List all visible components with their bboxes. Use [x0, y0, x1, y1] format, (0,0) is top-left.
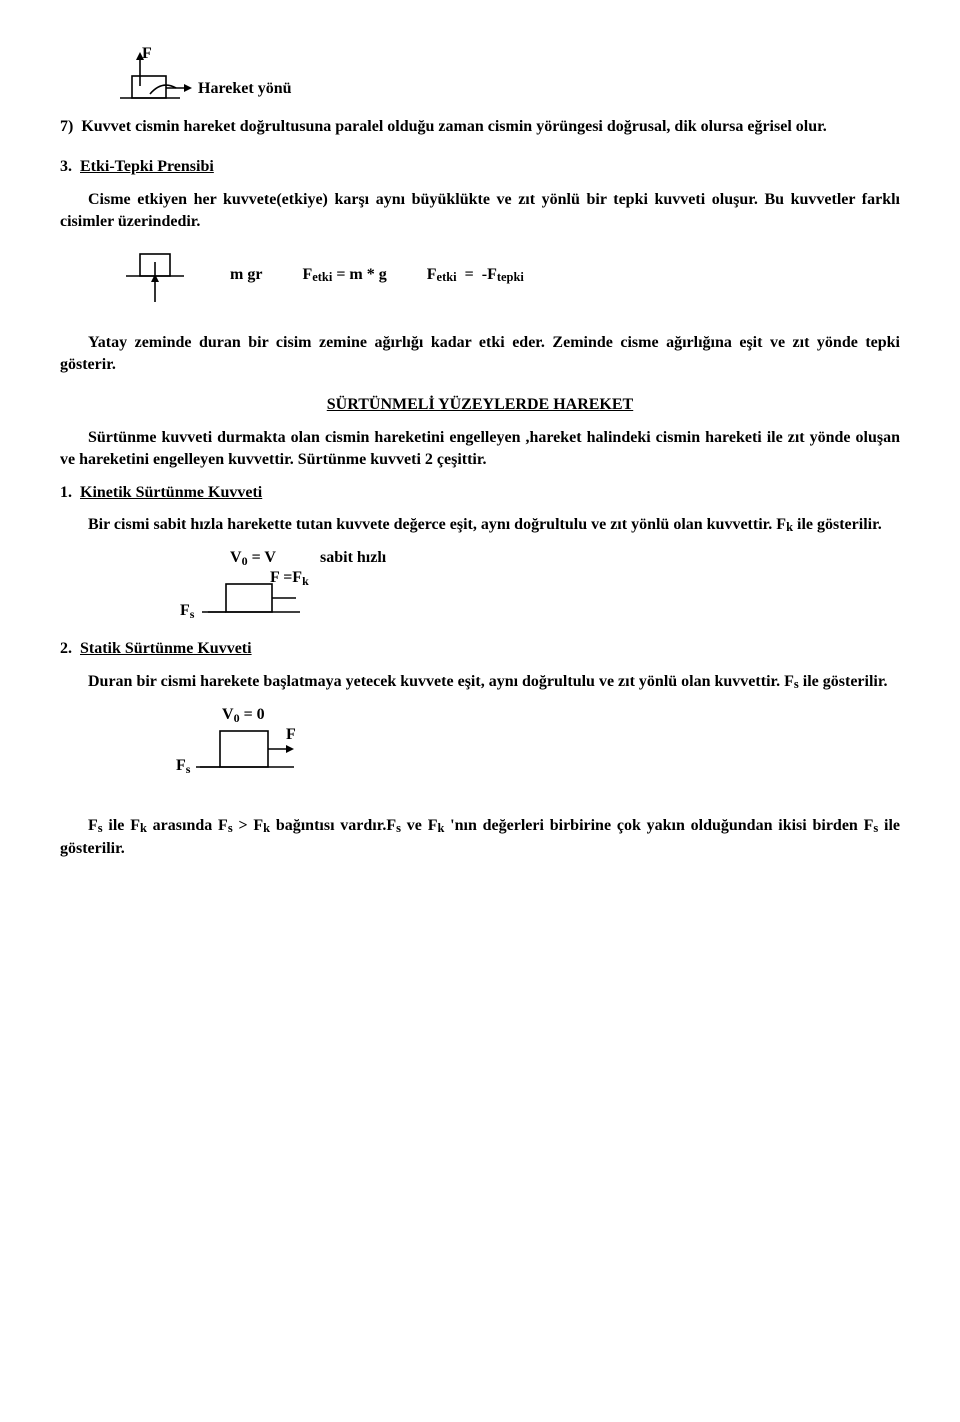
surtunme-para: Sürtünme kuvveti durmakta olan cismin ha…: [60, 427, 900, 472]
q7-paragraph: 7) Kuvvet cismin hareket doğrultusuna pa…: [60, 116, 900, 138]
svg-text:F: F: [286, 726, 296, 743]
final-para: Fs ile Fk arasında Fs > Fk bağıntısı var…: [60, 815, 900, 860]
eq-mgr: m gr: [230, 264, 262, 286]
sec3-heading: Etki-Tepki Prensibi: [80, 158, 214, 175]
item2-num: 2.: [60, 640, 72, 657]
q7-number: 7): [60, 118, 73, 135]
equation-row: m gr Fetki = m * g Fetki = -Ftepki: [120, 244, 900, 308]
item2-heading-line: 2. Statik Sürtünme Kuvveti: [60, 638, 900, 660]
eq-fetki: Fetki = m * g: [302, 264, 386, 286]
svg-text:V0 = 0: V0 = 0: [222, 706, 265, 725]
label-hareket-yonu: Hareket yönü: [198, 80, 292, 97]
figure-v0-v: V0 = V sabit hızlı F =Fk Fs: [160, 546, 900, 626]
label-sabit-hizli: sabit hızlı: [320, 549, 387, 566]
item1-heading-line: 1. Kinetik Sürtünme Kuvveti: [60, 482, 900, 504]
figure-v0-0: V0 = 0 F Fs: [160, 703, 900, 787]
svg-text:F =Fk: F =Fk: [270, 569, 309, 588]
sec3-para: Cisme etkiyen her kuvvete(etkiye) karşı …: [60, 189, 900, 234]
eq-fetki-neg: Fetki = -Ftepki: [427, 264, 524, 286]
heading-surtunmeli: SÜRTÜNMELİ YÜZEYLERDE HAREKET: [60, 394, 900, 416]
svg-text:Fs: Fs: [180, 602, 195, 621]
yatay-para: Yatay zeminde duran bir cisim zemine ağı…: [60, 332, 900, 377]
figure-top-force-box: F Hareket yönü: [110, 46, 900, 106]
sec3-num: 3.: [60, 158, 72, 175]
item1-para: Bir cismi sabit hızla harekette tutan ku…: [60, 514, 900, 536]
sec3-heading-line: 3. Etki-Tepki Prensibi: [60, 156, 900, 178]
item1-num: 1.: [60, 484, 72, 501]
q7-text: Kuvvet cismin hareket doğrultusuna paral…: [81, 118, 826, 135]
figure-weight-box: [120, 244, 190, 308]
svg-text:Fs: Fs: [176, 757, 191, 776]
item2-para: Duran bir cismi harekete başlatmaya yete…: [60, 671, 900, 693]
item1-heading: Kinetik Sürtünme Kuvveti: [80, 484, 262, 501]
item2-heading: Statik Sürtünme Kuvveti: [80, 640, 252, 657]
svg-text:V0 = V: V0 = V: [230, 549, 276, 568]
